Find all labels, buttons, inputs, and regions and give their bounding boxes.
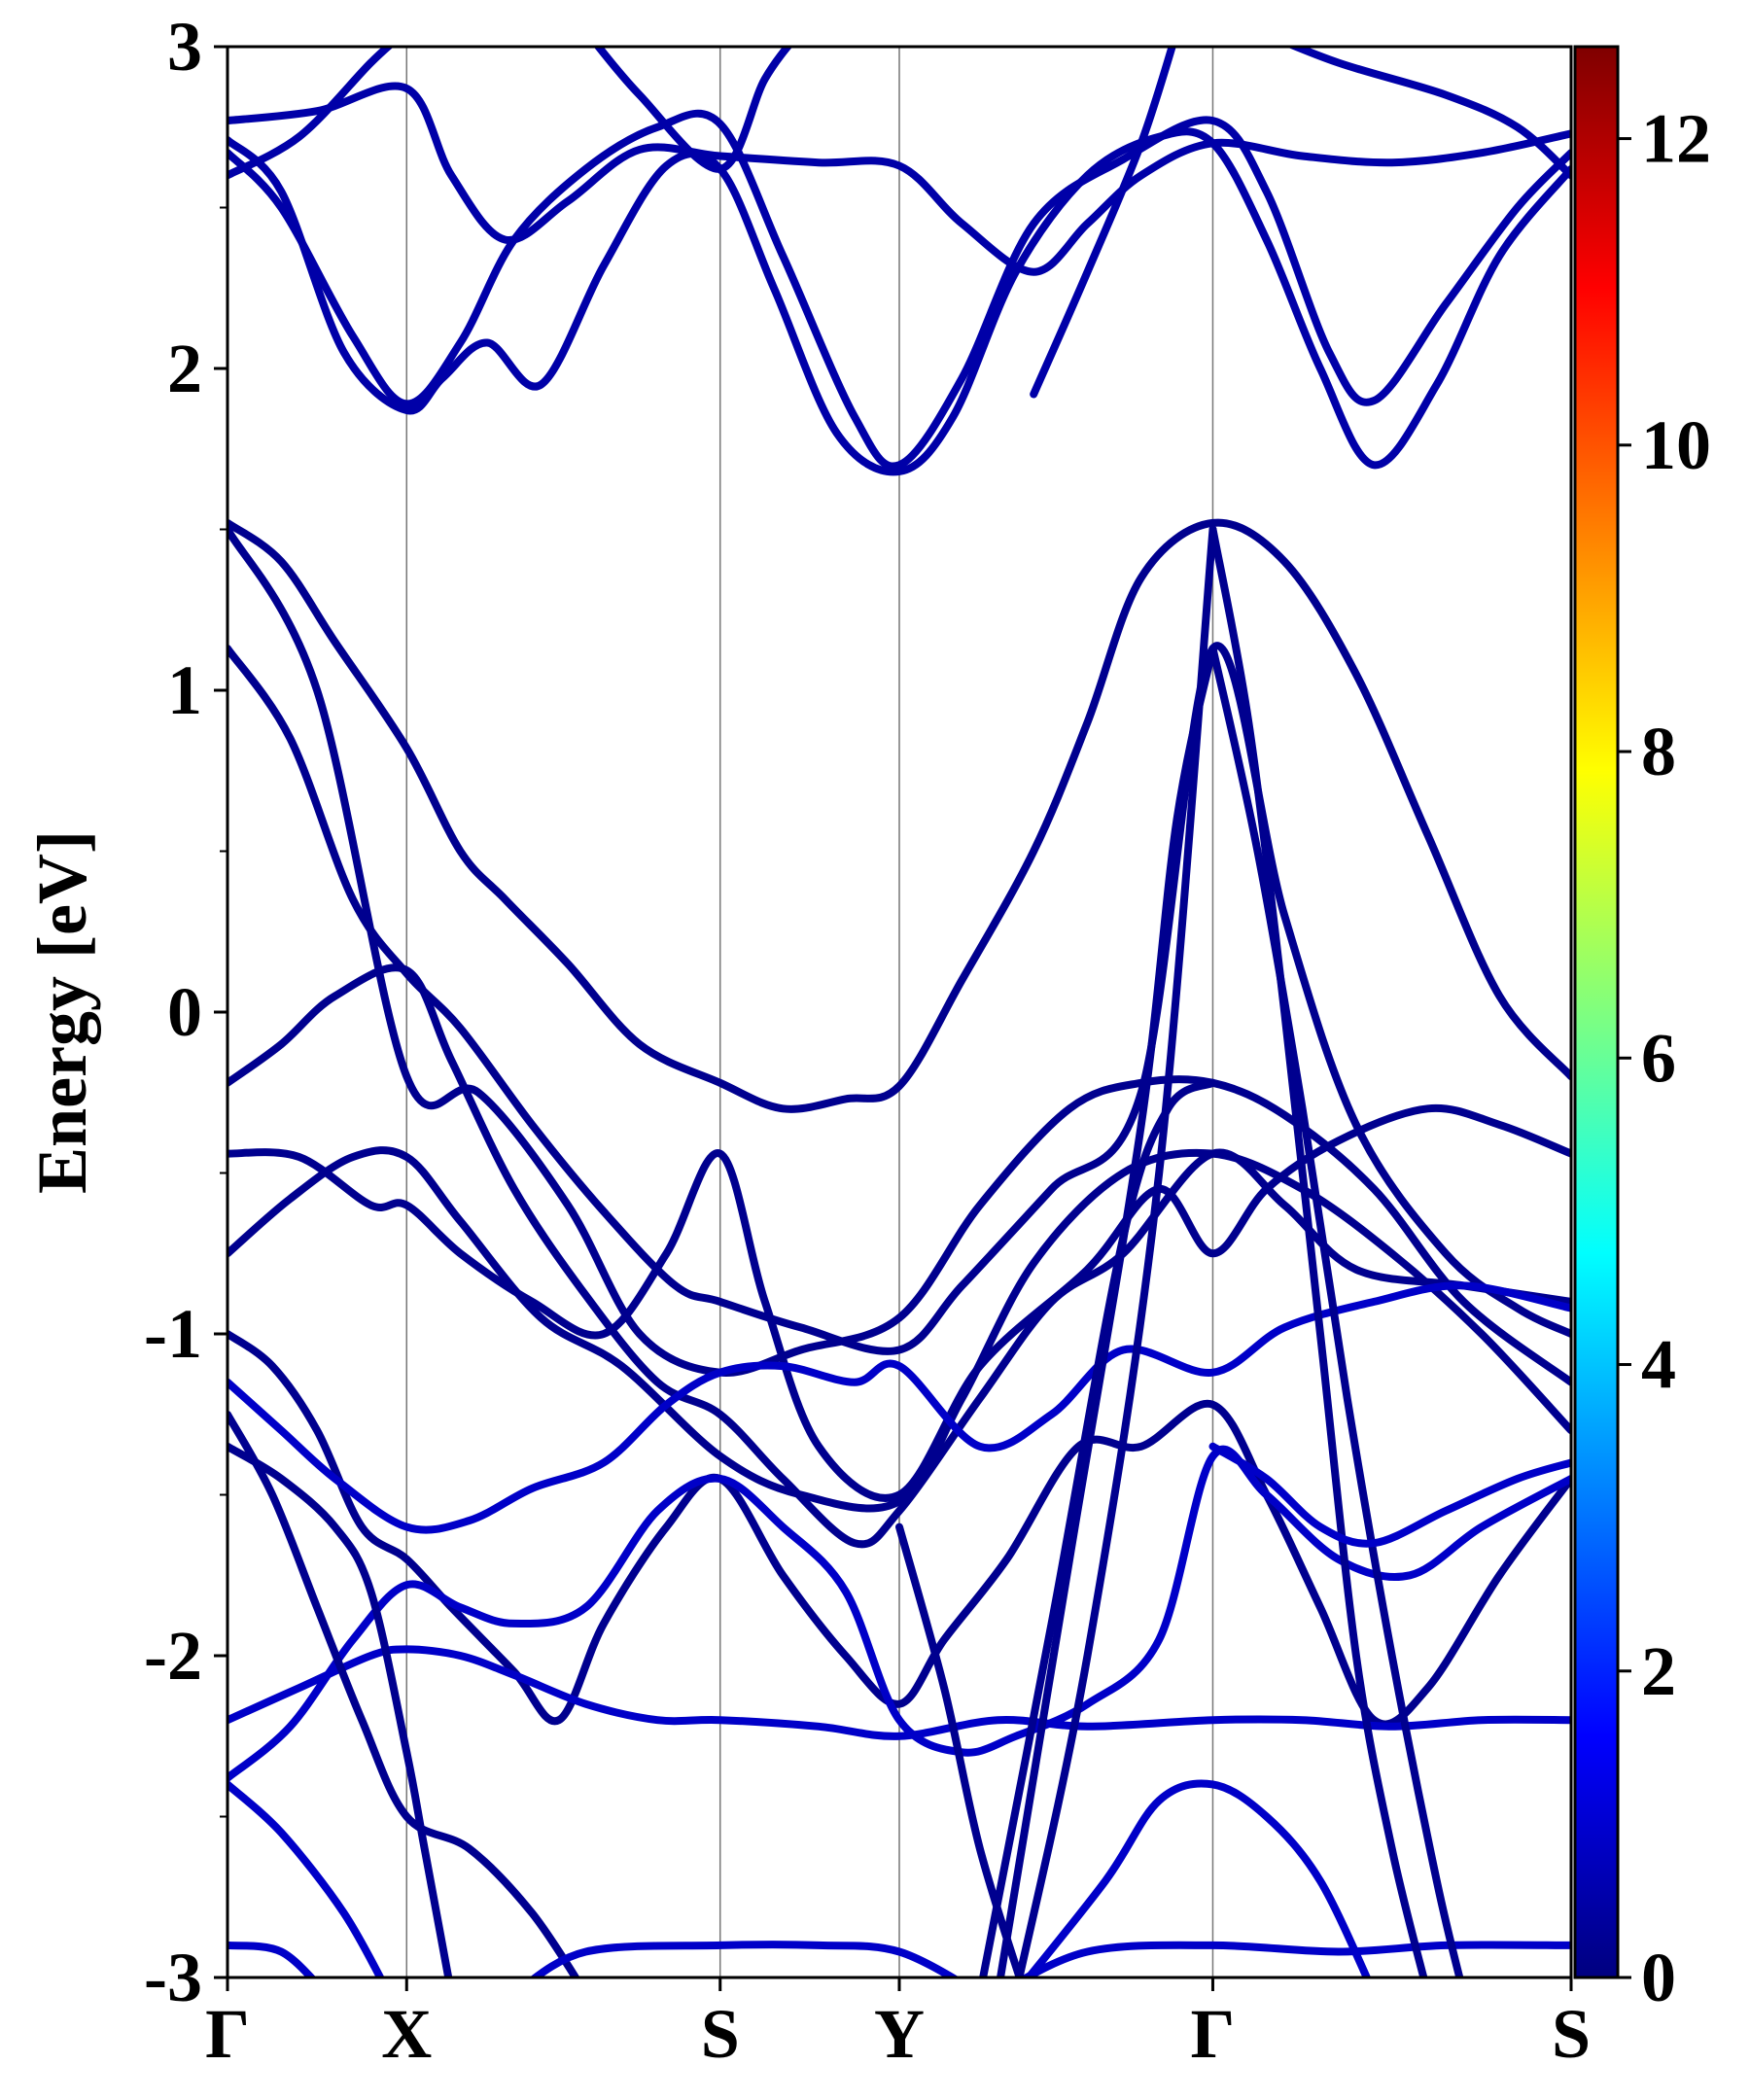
- y-tick-label: 3: [167, 8, 202, 86]
- band-line-cb-1: [228, 127, 1571, 476]
- x-tick-label: S: [1552, 1995, 1591, 2073]
- y-tick-label: -2: [144, 1617, 202, 1695]
- colorbar-tick-label: 6: [1641, 1019, 1676, 1097]
- colorbar-tick-label: 12: [1641, 100, 1711, 178]
- band-line-vb-17: [1023, 1779, 1372, 1978]
- colorbar-tick-label: 4: [1641, 1326, 1676, 1404]
- y-tick-label: -1: [144, 1295, 202, 1373]
- y-tick-label: 1: [167, 651, 202, 729]
- band-line-vb-6: [228, 1146, 1571, 1513]
- colorbar-ticks: 0 2 4 6 8 10 12: [1618, 100, 1711, 2016]
- band-line-vb-22: [1208, 525, 1428, 1978]
- band-line-vb-24: [1208, 1442, 1571, 1548]
- band-line-vb-4: [228, 963, 1571, 1549]
- band-line-vb-7: [228, 1330, 1571, 1729]
- colorbar: [1573, 45, 1620, 1979]
- band-line-cb-3: [228, 82, 1571, 276]
- y-tick-label: 2: [167, 330, 202, 407]
- band-line-vb-11: [228, 1442, 453, 1978]
- band-line-vb-18: [895, 1522, 1024, 1978]
- band-line-vb-20: [996, 645, 1217, 1978]
- band-line-cb-6: [1030, 47, 1176, 399]
- colorbar-tick-label: 10: [1641, 406, 1711, 484]
- band-line-vb-12: [228, 1410, 580, 1978]
- band-line-vb-9: [228, 1645, 1571, 1740]
- band-line-vb-10: [228, 1445, 1571, 1782]
- x-tick-label: Y: [874, 1995, 925, 2073]
- band-line-cb-5: [593, 47, 793, 173]
- y-tick-label: -3: [144, 1939, 202, 2016]
- band-line-vb-23: [1208, 645, 1464, 1978]
- x-tick-label: S: [701, 1995, 740, 2073]
- x-tick-label: Γ: [205, 1995, 250, 2073]
- y-tick-label: 0: [167, 973, 202, 1051]
- band-line-vb-1: [228, 518, 1571, 1113]
- band-line-vb-16: [1018, 1941, 1571, 1978]
- kpoint-gridlines: [405, 47, 1214, 1978]
- band-line-vb-13: [228, 1780, 385, 1978]
- colorbar-tick-label: 2: [1641, 1632, 1676, 1710]
- colorbar-tick-label: 0: [1641, 1939, 1676, 2016]
- band-line-cb-2: [228, 109, 1571, 471]
- band-line-vb-21: [1015, 525, 1217, 1978]
- band-line-vb-14: [228, 1941, 317, 1978]
- band-line-vb-15: [529, 1941, 961, 1978]
- x-tick-label: Γ: [1191, 1995, 1236, 2073]
- band-line-cb-7: [1285, 47, 1571, 180]
- band-line-vb-8: [228, 1281, 1571, 1534]
- band-line-cb-4: [228, 47, 395, 180]
- y-axis-ticks: 3 2 1 0 -1 -2 -3: [144, 8, 228, 2016]
- x-tick-label: X: [381, 1995, 432, 2073]
- band-line-vb-5: [228, 1103, 1571, 1502]
- band-lines: [228, 47, 1571, 1978]
- y-axis-label: Energy [eV]: [23, 830, 101, 1194]
- band-line-vb-19: [979, 1078, 1217, 1978]
- colorbar-tick-label: 8: [1641, 713, 1676, 790]
